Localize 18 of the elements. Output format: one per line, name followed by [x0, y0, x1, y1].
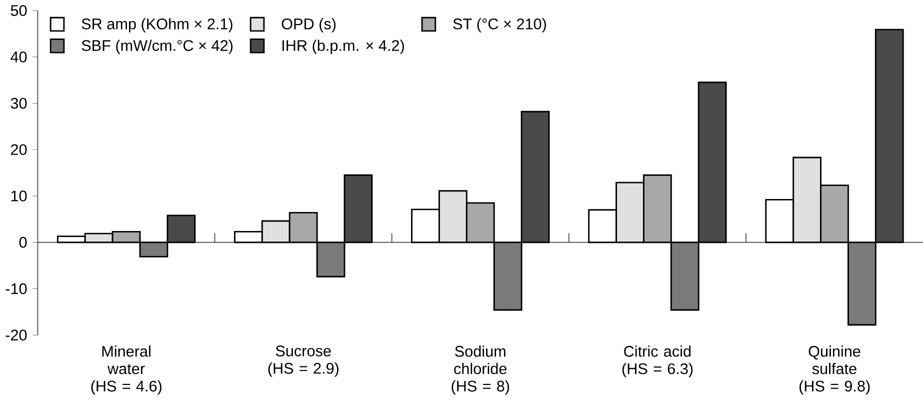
legend-label: SR amp (KOhm × 2.1)	[82, 18, 232, 33]
x-tick-label: Mineral water (HS = 4.6)	[91, 346, 162, 395]
y-tick-label: 30	[10, 98, 27, 109]
y-tick-label: -10	[6, 283, 27, 294]
y-tick-label: 50	[10, 5, 27, 16]
legend-label: IHR (b.p.m. × 4.2)	[282, 40, 404, 54]
x-tick-label: Sucrose (HS = 2.9)	[268, 346, 338, 377]
x-tick-label: Citric acid (HS = 6.3)	[622, 346, 693, 378]
legend-label: SBF (mW/cm.°C × 42)	[82, 40, 232, 54]
legend-label: OPD (s)	[282, 18, 336, 33]
y-tick-label: 0	[19, 237, 27, 248]
y-tick-label: 20	[11, 144, 27, 156]
y-tick-label: 10	[11, 190, 27, 202]
x-tick-label: Quinine sulfate (HS = 9.8)	[799, 346, 870, 395]
y-tick-label: 40	[10, 52, 27, 62]
y-tick-label: -20	[6, 330, 27, 341]
x-tick-label: Sodium chloride (HS = 8)	[452, 346, 510, 395]
legend-label: ST (°C × 210)	[453, 18, 546, 33]
